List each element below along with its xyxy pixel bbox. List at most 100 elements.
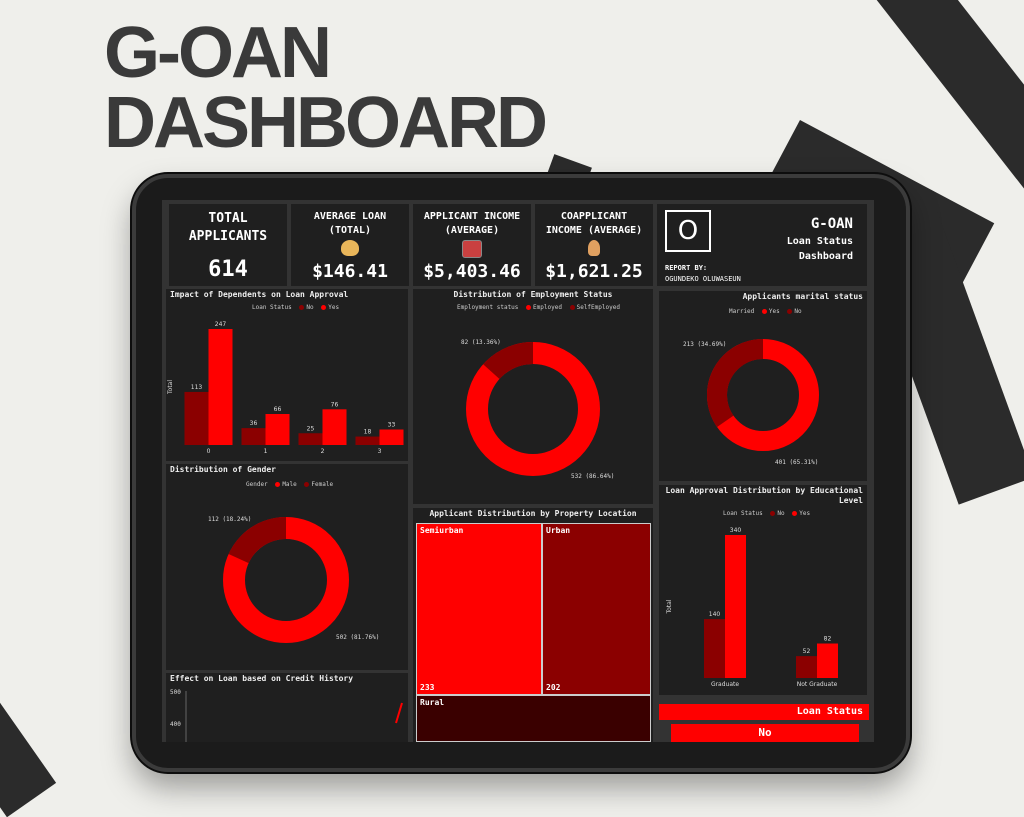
gender-legend-label: Gender: [246, 481, 268, 488]
marital-chart-tile: Applicants marital status Married Yes No…: [659, 291, 867, 481]
legend-dot-married-no: [787, 309, 793, 314]
kpi-coapplicant-income-value: $1,621.25: [545, 261, 643, 282]
gender-small-slice[interactable]: [228, 517, 287, 564]
employment-legend-label: Employment status: [457, 304, 519, 311]
kpi-average-loan-label: AVERAGE LOAN (TOTAL): [291, 204, 409, 238]
credit-line-chart: [185, 691, 403, 742]
employment-large-label: 532 (86.64%): [571, 473, 615, 480]
legend-dot-married-yes: [761, 309, 767, 314]
bar-no-0[interactable]: [184, 391, 209, 445]
brand-title: G-OAN: [810, 216, 853, 232]
cash-register-icon: [462, 240, 482, 258]
employment-small-label: 82 (13.36%): [461, 339, 501, 346]
report-by-label: REPORT BY:: [665, 264, 708, 272]
loan-status-value-box[interactable]: No: [671, 724, 859, 742]
bar-yes-1[interactable]: [265, 414, 290, 445]
education-title-2: Level: [838, 496, 863, 505]
marital-legend: Married Yes No: [729, 308, 802, 315]
gender-donut: [223, 517, 349, 643]
employment-small-slice[interactable]: [483, 342, 534, 380]
bar-no-3[interactable]: [355, 436, 380, 445]
marital-chart-title: Applicants marital status: [742, 292, 863, 301]
kpi-average-loan-value: $146.41: [312, 261, 388, 282]
category-label-0: 0: [207, 448, 211, 455]
marital-legend-label: Married: [729, 308, 755, 315]
education-legend: Loan Status No Yes: [723, 510, 810, 517]
kpi-coapplicant-income-label: COAPPLICANT INCOME (AVERAGE): [535, 204, 653, 238]
bar-label-no-0: 140: [709, 611, 721, 618]
bar-yes-3[interactable]: [379, 429, 404, 445]
property-chart-title: Applicant Distribution by Property Locat…: [429, 509, 637, 518]
gender-legend-b: Female: [311, 481, 334, 488]
y-axis-label: Total: [167, 380, 174, 395]
category-label-0: Graduate: [711, 681, 739, 688]
bar-label-no-2: 25: [307, 425, 315, 432]
bar-label-yes-1: 66: [274, 406, 282, 413]
legend-dot-female: [304, 482, 310, 487]
bar-yes-0[interactable]: [208, 329, 233, 445]
bar-label-yes-3: 33: [388, 422, 396, 429]
legend-dot-male: [275, 482, 281, 487]
dependents-chart-title: Impact of Dependents on Loan Approval: [170, 290, 349, 299]
kpi-average-loan-label-1: AVERAGE LOAN: [313, 211, 387, 222]
employment-legend-a: Employed: [533, 304, 562, 311]
kpi-applicant-income-label: APPLICANT INCOME (AVERAGE): [413, 204, 531, 238]
employment-chart-title: Distribution of Employment Status: [453, 290, 613, 299]
loan-status-value: No: [758, 726, 772, 739]
dashboard-screen: TOTAL APPLICANTS 614 AVERAGE LOAN (TOTAL…: [162, 200, 874, 742]
loan-status-header-text: Loan Status: [796, 706, 863, 717]
kpi-coapplicant-income-label-2: INCOME (AVERAGE): [545, 225, 643, 236]
brand-subtitle-2: Dashboard: [798, 251, 853, 262]
education-bar-chart: Total 140 340 Graduate 52 82 Not Graduate: [666, 527, 838, 688]
marital-legend-a: Yes: [768, 308, 780, 315]
bar-yes-2[interactable]: [322, 409, 347, 445]
dependents-legend-label: Loan Status: [252, 304, 292, 311]
education-legend-yes: Yes: [799, 510, 811, 517]
decor-stripe-bottomleft: [0, 692, 57, 817]
dependents-legend-no: No: [306, 304, 314, 311]
kpi-average-loan-label-2: (TOTAL): [328, 225, 372, 236]
credit-line: [395, 702, 403, 724]
kpi-applicant-income-value: $5,403.46: [423, 261, 521, 282]
bar-no-1[interactable]: [796, 656, 817, 678]
marital-small-slice[interactable]: [707, 339, 764, 428]
bar-label-no-1: 52: [803, 648, 811, 655]
person-icon: [588, 240, 600, 256]
bar-no-1[interactable]: [241, 428, 266, 445]
bar-yes-1[interactable]: [817, 643, 838, 678]
credit-chart-title: Effect on Loan based on Credit History: [170, 674, 354, 683]
kpi-total-label-1: TOTAL: [208, 211, 248, 226]
kpi-applicant-income-label-2: (AVERAGE): [444, 225, 500, 236]
legend-dot-selfemployed: [569, 305, 575, 310]
marital-small-label: 213 (34.69%): [683, 341, 727, 348]
bar-no-0[interactable]: [704, 619, 725, 678]
kpi-applicant-income-label-1: APPLICANT INCOME: [423, 211, 521, 222]
bar-label-yes-2: 76: [331, 401, 339, 408]
property-chart-tile: Applicant Distribution by Property Locat…: [413, 508, 653, 742]
edu-legend-dot-no: [770, 511, 776, 516]
kpi-total-value: 614: [208, 257, 248, 282]
brand-logo-letter: O: [677, 216, 699, 246]
bar-label-no-0: 113: [191, 384, 203, 391]
education-legend-no: No: [777, 510, 785, 517]
marital-large-label: 401 (65.31%): [775, 459, 819, 466]
hero-title: G-OAN DASHBOARD: [104, 17, 548, 159]
education-chart-title: Loan Approval Distribution by Educationa…: [663, 486, 863, 506]
gender-large-label: 502 (81.76%): [336, 634, 380, 641]
kpi-coapplicant-income: COAPPLICANT INCOME (AVERAGE) $1,621.25: [535, 204, 653, 286]
report-by-name: OGUNDEKO OLUWASEUN: [665, 275, 741, 283]
gender-legend-a: Male: [282, 481, 297, 488]
treemap-urban[interactable]: Urban 202: [542, 523, 651, 695]
treemap-rural[interactable]: Rural: [416, 695, 651, 742]
legend-dot-no: [299, 305, 305, 310]
kpi-total-label: TOTAL APPLICANTS: [169, 204, 287, 246]
bar-no-2[interactable]: [298, 433, 323, 445]
bar-label-no-3: 18: [364, 429, 372, 436]
gender-chart-tile: Distribution of Gender Gender Male Femal…: [166, 464, 408, 670]
dependents-chart-tile: Impact of Dependents on Loan Approval Lo…: [166, 289, 408, 461]
bar-yes-0[interactable]: [725, 535, 746, 678]
legend-dot-yes: [321, 305, 327, 310]
treemap-semiurban[interactable]: Semiurban 233: [416, 523, 542, 695]
y-axis-label: Total: [666, 599, 673, 614]
employment-chart-tile: Distribution of Employment Status Employ…: [413, 289, 653, 504]
